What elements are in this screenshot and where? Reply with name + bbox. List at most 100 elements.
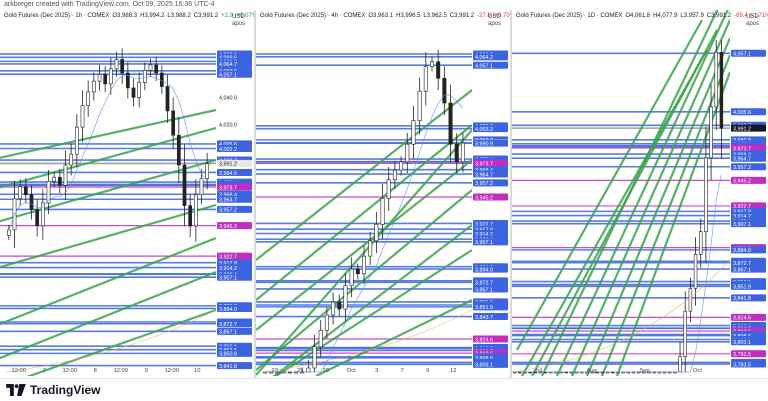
chart-plot-1h[interactable]: 4,072.04,069.64,066.64,064.74,059.64,057… <box>0 10 254 376</box>
price-label: 3,922.7 <box>473 219 508 228</box>
price-label-bg <box>731 246 766 254</box>
price-label-text: 3,783.5 <box>733 362 751 368</box>
trendline <box>275 249 473 376</box>
chart-plot-4h[interactable]: 4,066.64,064.24,057.14,005.64,003.23,993… <box>256 10 510 376</box>
moving-average-line <box>265 94 464 373</box>
price-label-text: 3,991.2 <box>733 126 751 132</box>
candle-body <box>6 229 11 236</box>
candle-body <box>430 61 435 67</box>
price-label: 3,792.5 <box>731 350 766 358</box>
candle-body <box>103 74 108 85</box>
candle-body <box>331 301 336 316</box>
price-label-text: 3,884.0 <box>475 267 493 273</box>
price-label: 3,867.1 <box>473 285 508 293</box>
price-label-bg <box>731 220 766 228</box>
trendline <box>315 299 473 376</box>
candle-body <box>399 161 404 171</box>
price-label: 3,907.1 <box>731 220 766 228</box>
price-label-bg <box>217 159 252 167</box>
price-label-bg <box>731 144 766 152</box>
price-label-bg <box>217 168 252 176</box>
candle-body <box>205 163 210 179</box>
x-tick-label: Sep <box>639 368 649 374</box>
price-label-bg <box>473 170 508 178</box>
candle-body <box>704 157 708 233</box>
ohlc-value: H4,077.9 <box>653 13 678 19</box>
price-label-bg <box>731 212 766 220</box>
candle-body <box>63 164 68 186</box>
axis-mode-label: apos <box>232 21 246 27</box>
price-label: 3,884.0 <box>217 304 252 313</box>
footer-bar: TradingView <box>0 378 768 401</box>
ohlc-value: O4,061.8 <box>625 13 651 19</box>
candle-body <box>312 346 317 369</box>
x-tick-label: 3 <box>375 368 378 374</box>
candle-body <box>699 231 703 255</box>
price-label-text: 4,002.2 <box>219 147 237 153</box>
price-label-text: 3,867.1 <box>733 267 751 273</box>
symbol-timeframe: Gold Futures (Dec 2025) · 1h · COMEX <box>4 13 110 19</box>
candle-body <box>380 198 385 225</box>
tradingview-logo-icon <box>6 384 26 396</box>
price-label: 3,973.7 <box>473 159 508 168</box>
price-label-bg <box>731 313 766 321</box>
candle-body <box>114 59 119 70</box>
price-label-text: 3,907.1 <box>733 222 751 228</box>
candle-body <box>188 205 193 227</box>
chart-panel-1h[interactable]: 4,072.04,069.64,066.64,064.74,059.64,057… <box>0 10 254 376</box>
price-label-bg <box>473 303 508 311</box>
price-label: 3,843.7 <box>473 313 508 321</box>
candle-body <box>688 288 693 312</box>
candle-body <box>362 255 367 275</box>
price-label-text: 3,850.8 <box>219 352 237 358</box>
axis-unit-4h: USD apos <box>488 14 501 28</box>
price-label-bg <box>731 294 766 302</box>
panel-divider[interactable] <box>254 10 256 378</box>
price-label-text: 3,922.7 <box>475 222 493 228</box>
price-label: 3,973.7 <box>217 183 252 191</box>
tradingview-brand[interactable]: TradingView <box>6 383 100 397</box>
price-label-bg <box>217 252 252 260</box>
price-label-text: 3,984.5 <box>219 171 237 177</box>
price-label-bg <box>217 362 252 370</box>
price-label-text: 3,957.2 <box>733 165 751 171</box>
price-label-text: 4,003.2 <box>475 127 493 133</box>
chart-panel-4h[interactable]: 4,066.64,064.24,057.14,005.64,003.23,993… <box>256 10 510 376</box>
price-label-bg <box>217 327 252 335</box>
price-label: 4,057.1 <box>473 61 508 69</box>
chart-panel-1d[interactable]: 4,057.14,005.63,993.73,991.23,980.93,977… <box>512 10 768 376</box>
price-label-bg <box>473 238 508 246</box>
price-label: 3,945.2 <box>217 222 252 230</box>
candle-body <box>355 268 360 275</box>
price-label-bg <box>473 313 508 321</box>
price-label: 3,851.9 <box>473 303 508 311</box>
chart-plot-1d[interactable]: 4,057.14,005.63,993.73,991.23,980.93,977… <box>512 10 768 376</box>
panel-title-1d: Gold Futures (Dec 2025) · 1D · COMEX O4,0… <box>516 13 768 19</box>
price-label: 3,841.8 <box>217 362 252 370</box>
trendline <box>272 224 473 376</box>
price-label: 4,003.2 <box>473 125 508 133</box>
trendline <box>26 308 217 376</box>
panel-divider[interactable] <box>510 10 512 378</box>
x-tick-label: 10 <box>194 368 200 374</box>
ohlc-value: L3,988.2 <box>167 13 191 19</box>
candle-body <box>176 134 181 166</box>
price-label: 3,850.8 <box>217 349 252 358</box>
price-label-bg <box>473 179 508 187</box>
trendline <box>570 19 732 376</box>
x-tick-label: Oct <box>693 368 702 374</box>
trendline <box>256 89 473 261</box>
x-tick-label: 12:00 <box>11 368 26 374</box>
price-label-bg <box>731 163 766 171</box>
panel-title-4h: Gold Futures (Dec 2025) · 4h · COMEX O3,9… <box>260 13 510 19</box>
price-label-text: 3,914.2 <box>475 232 493 238</box>
candle-body <box>454 143 459 163</box>
x-tick-label: 25 <box>297 368 303 374</box>
candle-body <box>52 176 57 182</box>
price-label-text: 4,057.1 <box>733 52 751 58</box>
x-tick-label: Jul <box>535 368 542 374</box>
candle-body <box>35 209 40 227</box>
price-label-text: 3,803.1 <box>733 340 751 346</box>
price-label: 3,914.2 <box>217 264 252 272</box>
ohlc-value: L3,957.9 <box>680 13 704 19</box>
